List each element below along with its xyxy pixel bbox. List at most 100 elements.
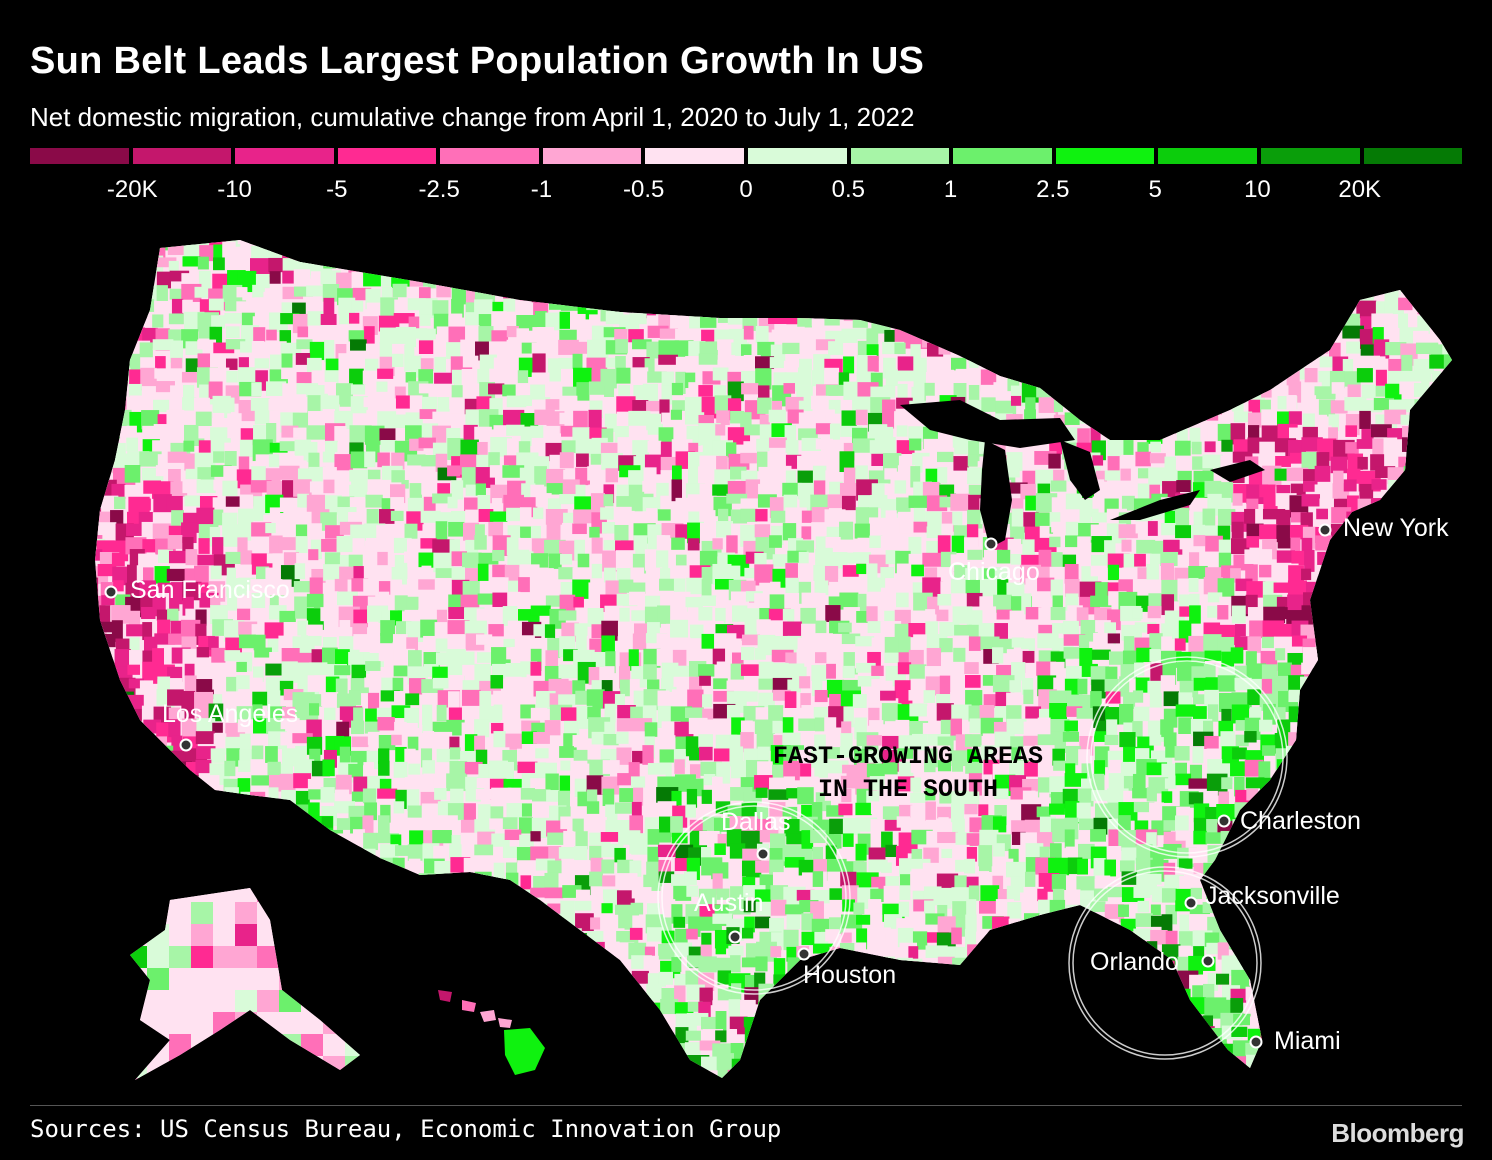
county-cell — [716, 410, 730, 425]
county-cell — [619, 607, 630, 629]
county-cell — [559, 494, 578, 505]
county-cell — [1146, 397, 1164, 408]
county-cell — [182, 256, 201, 267]
county-cell — [939, 327, 962, 350]
county-cell — [1444, 414, 1452, 435]
county-cell — [1134, 315, 1151, 337]
county-cell — [1301, 843, 1321, 865]
county-cell — [856, 269, 871, 288]
county-cell — [477, 563, 489, 585]
county-cell — [699, 746, 713, 761]
county-cell — [506, 424, 525, 436]
county-cell — [812, 455, 827, 467]
county-cell — [1443, 329, 1452, 343]
county-cell — [575, 313, 586, 328]
county-cell — [1108, 845, 1122, 857]
county-cell — [866, 606, 878, 622]
county-cell — [352, 413, 371, 429]
county-cell — [1066, 243, 1086, 263]
county-cell — [364, 677, 384, 688]
county-cell — [95, 344, 104, 366]
county-cell — [252, 510, 264, 522]
county-cell — [1244, 240, 1260, 244]
county-cell — [1119, 311, 1136, 331]
county-cell — [336, 272, 354, 293]
county-cell — [534, 311, 547, 328]
county-cell — [546, 790, 560, 802]
county-cell — [688, 442, 699, 460]
county-cell — [156, 271, 172, 289]
county-cell — [337, 242, 360, 260]
county-cell — [432, 593, 452, 607]
county-cell — [1204, 480, 1222, 498]
county-cell — [294, 563, 306, 580]
county-cell — [352, 901, 372, 912]
county-cell — [1262, 300, 1284, 320]
county-cell — [1178, 692, 1193, 705]
county-cell — [1441, 858, 1452, 880]
county-cell — [1104, 734, 1119, 746]
county-cell — [632, 633, 647, 651]
county-cell — [99, 844, 120, 862]
county-cell — [1370, 591, 1389, 606]
county-cell — [1401, 675, 1422, 697]
county-cell — [166, 409, 185, 427]
county-cell — [363, 918, 374, 932]
county-cell — [1400, 596, 1415, 609]
county-cell — [407, 227, 428, 238]
county-cell — [239, 439, 253, 458]
county-cell — [1429, 874, 1445, 894]
county-cell — [1402, 773, 1420, 784]
county-cell — [1417, 860, 1432, 871]
county-cell — [363, 578, 377, 598]
county-cell — [1137, 243, 1158, 258]
county-cell — [419, 409, 437, 419]
county-cell — [1064, 720, 1078, 732]
county-cell — [1304, 395, 1317, 407]
county-cell — [1372, 438, 1384, 459]
county-cell — [520, 283, 534, 301]
county-cell — [1036, 806, 1051, 818]
county-cell — [462, 257, 482, 273]
county-cell — [840, 260, 862, 272]
county-cell — [731, 638, 742, 652]
county-cell — [660, 495, 672, 514]
county-cell — [517, 679, 530, 692]
county-cell — [435, 521, 448, 543]
county-cell — [1218, 313, 1240, 334]
county-cell — [842, 665, 855, 679]
county-cell — [702, 438, 715, 459]
county-cell — [575, 286, 593, 306]
county-cell — [1356, 774, 1376, 789]
county-cell — [95, 871, 100, 884]
county-cell — [740, 297, 763, 313]
legend-label: 2.5 — [1036, 176, 1070, 203]
county-cell — [409, 916, 430, 934]
county-cell — [1440, 733, 1452, 753]
county-cell — [394, 595, 408, 612]
county-cell — [754, 524, 771, 538]
county-cell — [994, 271, 1005, 286]
county-cell — [1090, 565, 1108, 577]
county-cell — [685, 242, 700, 261]
county-cell — [84, 228, 94, 249]
contiguous-us — [84, 227, 1452, 1078]
county-cell — [292, 455, 304, 474]
county-cell — [1301, 256, 1320, 270]
county-cell — [852, 438, 875, 455]
county-cell — [460, 594, 480, 610]
county-cell — [311, 834, 329, 857]
county-cell — [1415, 456, 1437, 477]
county-cell — [1151, 240, 1174, 250]
county-cell — [616, 367, 631, 384]
county-cell — [1151, 873, 1162, 885]
county-cell — [211, 647, 226, 663]
county-cell — [716, 521, 734, 538]
county-cell — [675, 554, 695, 566]
county-cell — [601, 428, 614, 443]
county-cell — [321, 692, 339, 706]
county-cell — [1345, 260, 1357, 280]
county-cell — [1330, 917, 1350, 930]
county-cell — [699, 315, 717, 328]
county-cell — [1301, 494, 1321, 507]
